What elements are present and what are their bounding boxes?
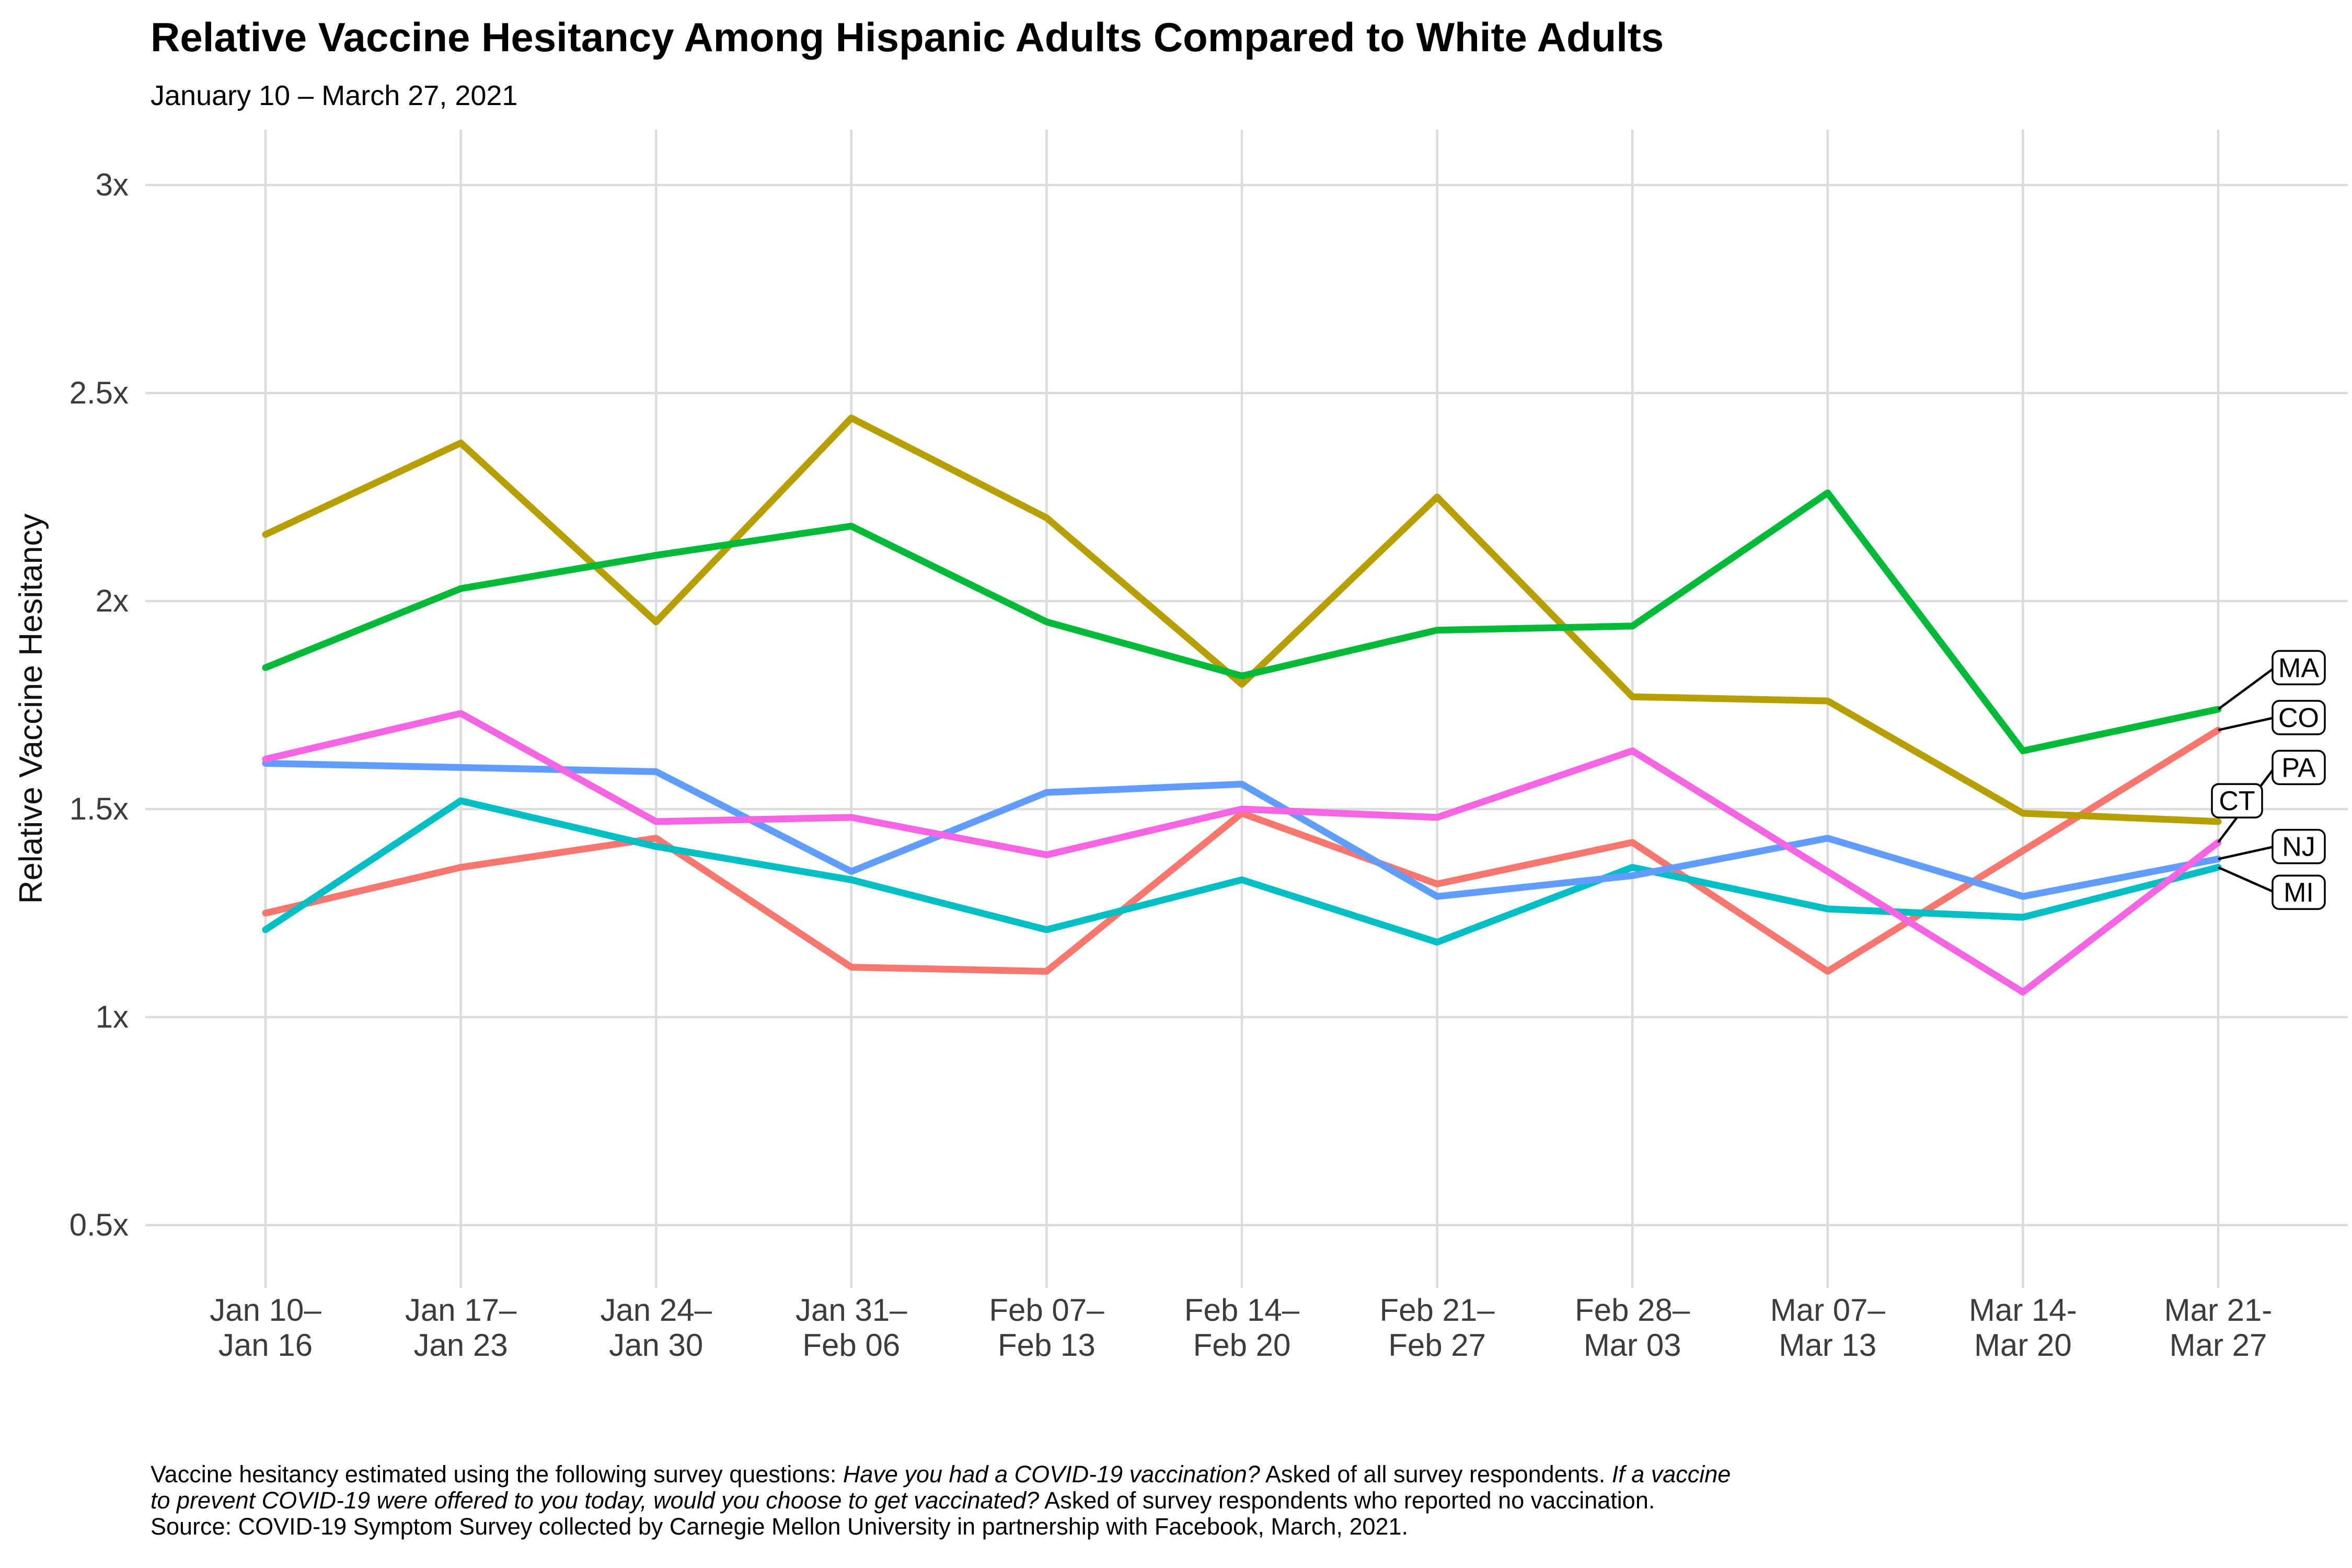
y-tick-label: 1.5x — [70, 791, 129, 826]
x-tick-label-line1: Feb 21– — [1380, 1293, 1495, 1328]
series-label-box-PA — [2272, 750, 2326, 786]
x-tick-label-line1: Feb 14– — [1184, 1293, 1300, 1328]
caption-italic-segment: to prevent COVID-19 were offered to you … — [151, 1487, 1040, 1514]
x-tick-label-line1: Jan 24– — [600, 1293, 712, 1328]
x-tick-label-line2: Mar 13 — [1779, 1328, 1876, 1363]
x-tick-label-line2: Feb 13 — [998, 1328, 1096, 1363]
label-connector-CO — [2218, 716, 2275, 731]
series-line-CO — [262, 727, 2222, 975]
x-tick-label-line2: Feb 27 — [1388, 1328, 1486, 1363]
y-tick-label: 3x — [96, 167, 129, 202]
series-line-CT — [262, 414, 2222, 825]
series-label-NJ: NJ — [2282, 832, 2315, 862]
x-tick-label-line2: Feb 20 — [1193, 1328, 1291, 1363]
series-lines — [262, 414, 2222, 996]
x-tick-label-line1: Jan 17– — [405, 1293, 517, 1328]
chart-caption: Vaccine hesitancy estimated using the fo… — [151, 1461, 1731, 1540]
x-tick-label-line1: Jan 31– — [795, 1293, 907, 1328]
caption-line-2: to prevent COVID-19 were offered to you … — [151, 1488, 1731, 1514]
x-tick-label-line1: Mar 14- — [1969, 1293, 2077, 1328]
y-tick-label: 2x — [96, 583, 129, 618]
caption-line-3: Source: COVID-19 Symptom Survey collecte… — [151, 1514, 1731, 1540]
y-axis-title: Relative Vaccine Hesitancy — [13, 514, 49, 904]
x-tick-label-line2: Feb 06 — [802, 1328, 900, 1363]
series-label-MI: MI — [2284, 878, 2314, 908]
chart-subtitle: January 10 – March 27, 2021 — [151, 80, 518, 111]
series-line-PA — [262, 710, 2222, 996]
series-label-MA: MA — [2278, 653, 2319, 683]
series-label-box-MI — [2272, 874, 2326, 910]
y-tick-label: 0.5x — [70, 1207, 129, 1242]
y-tick-label: 2.5x — [70, 375, 129, 410]
x-tick-label-line1: Feb 28– — [1575, 1293, 1690, 1328]
x-tick-label-line1: Feb 07– — [989, 1293, 1104, 1328]
series-end-labels: MA CO PA CT NJ MI — [2211, 650, 2326, 910]
x-tick-label-line2: Jan 30 — [609, 1328, 703, 1363]
caption-segment: Vaccine hesitancy estimated using the fo… — [151, 1461, 843, 1488]
caption-segment: Asked of all survey respondents. — [1260, 1461, 1612, 1488]
series-label-CO: CO — [2278, 703, 2319, 733]
x-tick-label-line2: Mar 20 — [1974, 1328, 2072, 1363]
y-tick-label: 1x — [96, 999, 129, 1034]
x-tick-label-line2: Jan 16 — [218, 1328, 313, 1363]
label-connector-MA — [2217, 666, 2276, 710]
label-connector-NJ — [2218, 845, 2275, 860]
label-connector-MI — [2218, 866, 2275, 894]
x-axis-tick-labels: Jan 10–Jan 16 Jan 17–Jan 23 Jan 24–Jan 30 J… — [210, 1293, 2272, 1363]
caption-italic-segment: If a vaccine — [1611, 1461, 1731, 1488]
x-tick-label-line2: Jan 23 — [414, 1328, 508, 1363]
caption-italic-segment: Have you had a COVID-19 vaccination? — [843, 1461, 1260, 1488]
chart-title: Relative Vaccine Hesitancy Among Hispani… — [151, 14, 1664, 60]
x-tick-label-line1: Mar 21- — [2164, 1293, 2273, 1328]
caption-segment: Asked of survey respondents who reported… — [1039, 1487, 1655, 1514]
y-axis-tick-labels: 3x 2.5x 2x 1.5x 1x 0.5x — [70, 167, 129, 1242]
series-label-PA: PA — [2281, 753, 2316, 783]
x-tick-label-line1: Jan 10– — [210, 1293, 321, 1328]
series-label-box-CT — [2211, 783, 2263, 818]
gridlines — [145, 130, 2348, 1288]
series-line-MA — [262, 489, 2222, 755]
series-label-box-CO — [2272, 700, 2326, 735]
caption-segment: Source: COVID-19 Symptom Survey collecte… — [151, 1513, 1409, 1540]
series-line-NJ — [262, 759, 2222, 900]
x-tick-label-line2: Mar 27 — [2170, 1328, 2267, 1363]
series-label-box-MA — [2272, 650, 2326, 686]
x-tick-label-line2: Mar 03 — [1584, 1328, 1681, 1363]
series-label-box-NJ — [2272, 828, 2326, 864]
caption-line-1: Vaccine hesitancy estimated using the fo… — [151, 1461, 1731, 1488]
series-label-CT: CT — [2219, 786, 2255, 816]
x-tick-label-line1: Mar 07– — [1770, 1293, 1886, 1328]
